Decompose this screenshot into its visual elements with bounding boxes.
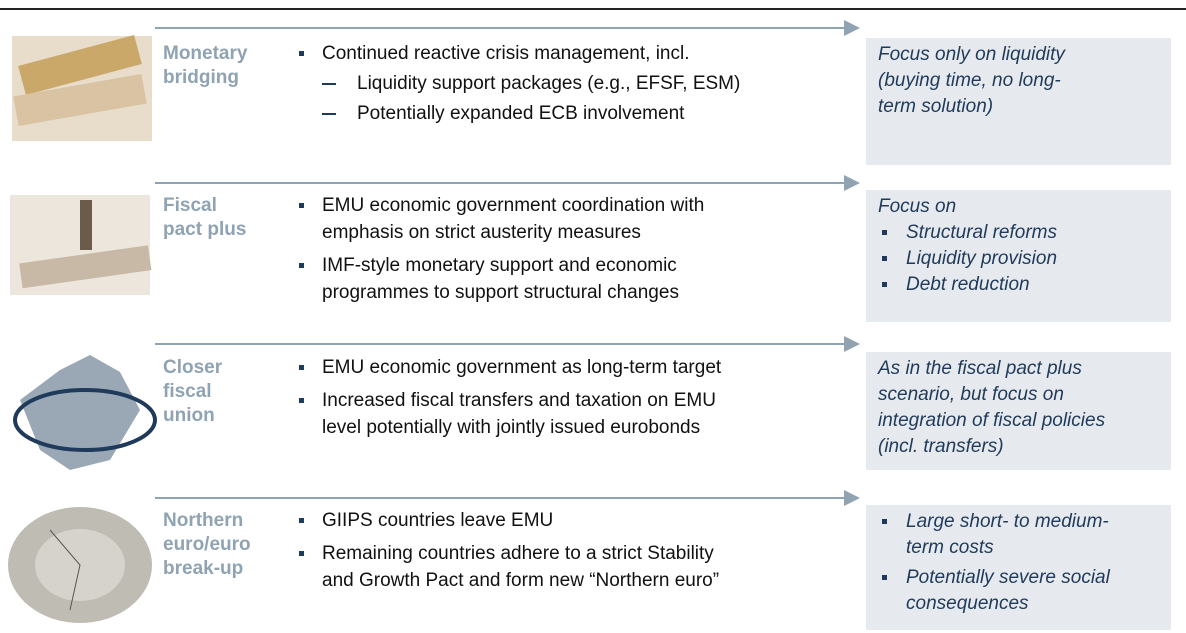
bullet [299,518,304,523]
scenario-label: Closer [163,357,223,378]
bullet-text: EMU economic government as long-term tar… [322,357,722,378]
outcome-item: consequences [906,593,1029,614]
bullet-text: GIIPS countries leave EMU [322,510,554,531]
bullet-text: Remaining countries adhere to a strict S… [322,543,714,564]
outcome-box [866,190,1171,322]
outcome-text: integration of fiscal policies [878,410,1106,431]
outcome-bullet [882,256,887,261]
bullet [299,551,304,556]
outcome-item: Structural reforms [906,222,1057,243]
bullet-text: programmes to support structural changes [322,282,679,303]
sub-bullet-text: Potentially expanded ECB involvement [357,103,685,124]
outcome-item: Liquidity provision [906,248,1058,269]
bullet [299,398,304,403]
top-rule [0,8,1186,10]
bullet-text: Continued reactive crisis management, in… [322,43,690,64]
outcome-text: (incl. transfers) [878,436,1004,457]
outcome-item: term costs [906,537,994,558]
outcome-bullet [882,230,887,235]
outcome-bullet [882,282,887,287]
sub-bullet-text: Liquidity support packages (e.g., EFSF, … [357,73,741,94]
outcome-item: Potentially severe social [906,567,1110,588]
scenario-label: pact plus [163,219,247,240]
bullet-text: emphasis on strict austerity measures [322,222,641,243]
outcome-text: Focus on [878,196,957,217]
scenario-label: union [163,405,215,426]
outcome-text: scenario, but focus on [878,384,1064,405]
outcome-item: Debt reduction [906,274,1030,295]
scenario-label: fiscal [163,381,212,402]
bullet-text: IMF-style monetary support and economic [322,255,677,276]
bullet [299,263,304,268]
bullet [299,51,304,56]
outcome-text: As in the fiscal pact plus [878,358,1082,379]
outcome-box [866,38,1171,165]
outcome-text: term solution) [878,96,994,117]
outcome-bullet [882,575,887,580]
sub-dash [322,83,336,85]
row-images [8,34,157,623]
bullet-text: Increased fiscal transfers and taxation … [322,390,716,411]
bullet-text: EMU economic government coordination wit… [322,195,705,216]
outcome-item: Large short- to medium- [906,511,1109,532]
scenario-label: euro/euro [163,534,251,555]
bullet [299,203,304,208]
scenario-label: bridging [163,67,239,88]
bullet-text: and Growth Pact and form new “Northern e… [322,570,720,591]
sub-dash [322,113,336,115]
bullet [299,365,304,370]
scenario-label: Monetary [163,43,248,64]
scenario-label: break-up [163,558,244,579]
scenario-label: Northern [163,510,244,531]
bullet-text: level potentially with jointly issued eu… [322,417,701,438]
outcome-box [866,505,1171,630]
outcome-bullet [882,519,887,524]
outcome-text: (buying time, no long- [878,70,1061,91]
outcome-text: Focus only on liquidity [878,44,1065,65]
scenario-label: Fiscal [163,195,217,216]
outcome-box [866,352,1171,470]
